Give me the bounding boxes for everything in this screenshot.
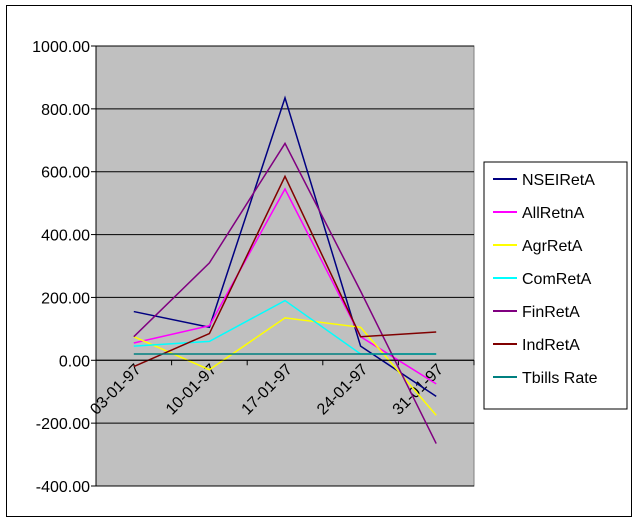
- y-tick-label: -400.00: [36, 479, 90, 496]
- y-tick-label: 200.00: [41, 290, 90, 307]
- series-lines: [133, 95, 437, 444]
- legend-label-agrreta: AgrRetA: [522, 238, 583, 255]
- series-line-allretna: [133, 187, 437, 385]
- legend-label-nseireta: NSEIRetA: [522, 172, 595, 189]
- y-tick-label: 0.00: [59, 353, 90, 370]
- series-line-agrreta: [133, 317, 437, 416]
- y-tick-label: 1000.00: [32, 39, 90, 56]
- y-tick-label: -200.00: [36, 416, 90, 433]
- plot-area: [95, 45, 475, 487]
- legend-label-comreta: ComRetA: [522, 271, 592, 288]
- y-tick-label: 600.00: [41, 165, 90, 182]
- legend-box: [483, 161, 628, 410]
- y-tick-label: 400.00: [41, 228, 90, 245]
- series-line-indreta: [133, 174, 437, 368]
- gridlines: [96, 45, 474, 487]
- series-line-finreta: [133, 141, 437, 444]
- y-axis-tick-labels: -400.00 -200.00 0.00 200.00 400.00 600.00 800.…: [32, 39, 96, 496]
- legend-label-allretna: AllRetnA: [522, 205, 585, 222]
- series-line-nseireta: [133, 95, 437, 398]
- legend: NSEIRetA AllRetnA AgrRetA ComRetA FinRetA Ind…: [483, 161, 628, 410]
- legend-label-finreta: FinRetA: [522, 304, 580, 321]
- legend-label-indreta: IndRetA: [522, 337, 580, 354]
- y-tick-label: 800.00: [41, 102, 90, 119]
- legend-label-tbills-rate: Tbills Rate: [522, 370, 598, 387]
